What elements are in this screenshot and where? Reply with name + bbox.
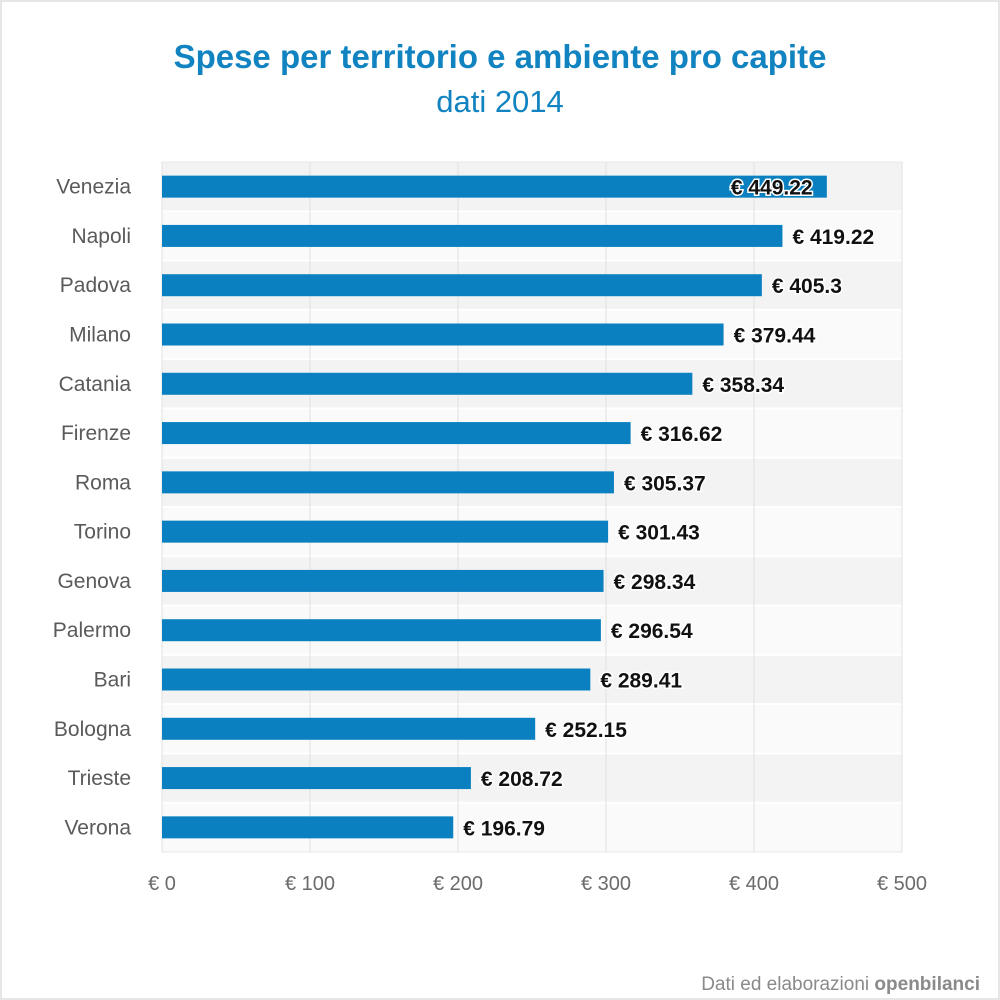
credit-brand: openbilanci bbox=[874, 974, 980, 995]
value-label: € 301.43 bbox=[618, 522, 700, 545]
category-label: Padova bbox=[60, 274, 132, 297]
bar-padova bbox=[162, 274, 762, 297]
chart-title: Spese per territorio e ambiente pro capi… bbox=[173, 38, 827, 75]
category-label: Trieste bbox=[68, 767, 131, 790]
bar-milano bbox=[162, 323, 724, 346]
value-label: € 298.34 bbox=[614, 571, 696, 594]
category-label: Torino bbox=[74, 521, 131, 544]
bar-roma bbox=[162, 471, 614, 494]
bars bbox=[162, 175, 827, 839]
plot-bands bbox=[161, 161, 903, 853]
value-label: € 296.54 bbox=[611, 620, 693, 643]
value-label: € 358.34 bbox=[702, 374, 784, 397]
value-label: € 252.15 bbox=[545, 719, 627, 742]
x-tick-label: € 100 bbox=[285, 873, 335, 895]
bar-palermo bbox=[162, 619, 601, 642]
value-label: € 196.79 bbox=[463, 817, 545, 840]
value-label: € 305.37 bbox=[624, 472, 706, 495]
category-label: Palermo bbox=[53, 619, 131, 642]
x-tick-label: € 200 bbox=[433, 873, 483, 895]
value-labels: € 449.22 € 419.22 € 405.3 € 379.44 € 358.34 €… bbox=[462, 175, 876, 842]
source-credit: Dati ed elaborazioni openbilanci bbox=[701, 974, 980, 996]
bar-napoli bbox=[162, 224, 783, 247]
bar-genova bbox=[162, 569, 604, 592]
category-label: Venezia bbox=[56, 176, 131, 199]
category-label: Napoli bbox=[71, 225, 131, 248]
value-label: € 449.22 bbox=[731, 177, 813, 200]
category-labels: Venezia Napoli Padova Milano Catania Firenze R… bbox=[53, 176, 132, 840]
category-label: Bologna bbox=[54, 718, 131, 741]
value-label: € 405.3 bbox=[772, 275, 842, 298]
category-label: Catania bbox=[59, 373, 132, 396]
value-label: € 419.22 bbox=[792, 226, 874, 249]
x-tick-label: € 0 bbox=[148, 873, 176, 895]
value-label: € 316.62 bbox=[641, 423, 723, 446]
bar-torino bbox=[162, 520, 609, 543]
category-label: Firenze bbox=[61, 422, 131, 445]
bar-bari bbox=[162, 668, 591, 691]
value-label: € 289.41 bbox=[600, 670, 682, 693]
value-label: € 208.72 bbox=[481, 768, 563, 791]
x-tick-label: € 500 bbox=[877, 873, 927, 895]
bar-bologna bbox=[162, 717, 536, 740]
category-label: Roma bbox=[75, 471, 131, 494]
value-label: € 379.44 bbox=[734, 325, 816, 348]
category-label: Genova bbox=[57, 570, 131, 593]
x-tick-label: € 300 bbox=[581, 873, 631, 895]
bar-catania bbox=[162, 372, 693, 395]
bar-trieste bbox=[162, 767, 471, 790]
bar-firenze bbox=[162, 422, 631, 445]
x-tick-label: € 400 bbox=[729, 873, 779, 895]
category-label: Verona bbox=[64, 816, 131, 839]
x-axis-tick-labels: € 0 € 100 € 200 € 300 € 400 € 500 bbox=[148, 873, 927, 895]
bar-venezia bbox=[162, 175, 827, 198]
category-label: Bari bbox=[94, 669, 131, 692]
bar-verona bbox=[162, 816, 454, 839]
credit-prefix: Dati ed elaborazioni bbox=[701, 974, 870, 995]
chart-subtitle: dati 2014 bbox=[436, 84, 564, 119]
category-label: Milano bbox=[69, 324, 131, 347]
